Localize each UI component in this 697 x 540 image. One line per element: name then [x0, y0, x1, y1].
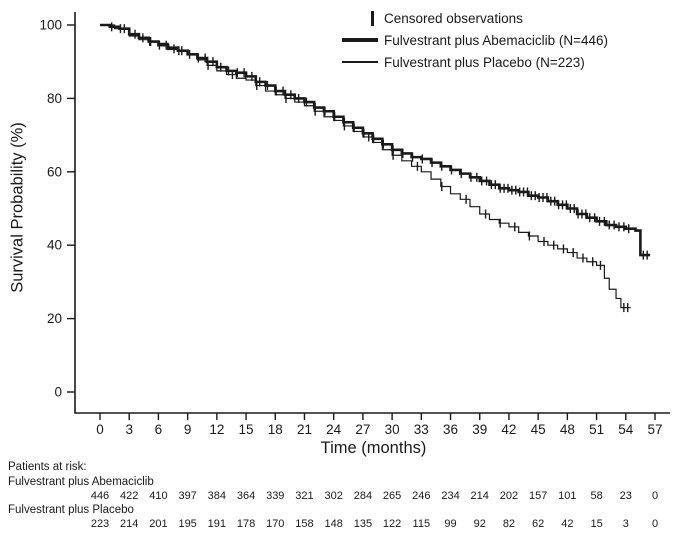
- y-axis-title: Survival Probability (%): [8, 122, 27, 293]
- legend-label-placebo: Fulvestrant plus Placebo (N=223): [384, 54, 585, 70]
- at-risk-count: 58: [590, 490, 603, 502]
- at-risk-count: 0: [651, 518, 659, 530]
- at-risk-count: 3: [622, 518, 629, 530]
- x-tick-label: 21: [297, 422, 312, 437]
- y-tick-label: 0: [54, 385, 62, 400]
- at-risk-count: 15: [590, 518, 603, 530]
- x-tick-label: 33: [414, 422, 429, 437]
- at-risk-count: 115: [412, 518, 431, 530]
- x-tick-label: 48: [560, 422, 575, 437]
- at-risk-count: 62: [532, 518, 545, 530]
- at-risk-count: 284: [353, 490, 373, 502]
- x-tick-label: 6: [155, 422, 163, 437]
- legend-swatch: [342, 10, 378, 26]
- at-risk-count: 135: [353, 518, 373, 530]
- at-risk-count: 446: [90, 490, 110, 502]
- at-risk-count: 302: [324, 490, 343, 502]
- thick-line-icon: [342, 38, 378, 42]
- at-risk-count: 23: [619, 490, 632, 502]
- at-risk-count: 122: [382, 518, 402, 530]
- at-risk-row-counts-placebo: 223 214 201 195 191 178 170 158 148 135 122 115 99 92…: [0, 518, 697, 531]
- x-tick-label: 57: [647, 422, 662, 437]
- x-tick-label: 27: [355, 422, 370, 437]
- x-axis-title: Time (months): [320, 439, 427, 457]
- x-tick-label: 30: [385, 422, 400, 437]
- x-tick-label: 39: [472, 422, 487, 437]
- x-tick-label: 12: [209, 422, 224, 437]
- at-risk-count: 195: [178, 518, 197, 530]
- x-tick-label: 36: [443, 422, 458, 437]
- at-risk-count: 158: [295, 518, 314, 530]
- at-risk-title: Patients at risk:: [8, 461, 87, 473]
- legend-item-placebo: Fulvestrant plus Placebo (N=223): [342, 51, 608, 73]
- at-risk-count: 201: [149, 518, 168, 530]
- at-risk-count: 223: [90, 518, 110, 530]
- at-risk-count: 99: [444, 518, 457, 530]
- at-risk-count: 214: [120, 518, 139, 530]
- x-tick-label: 45: [531, 422, 546, 437]
- axes: [74, 12, 670, 414]
- at-risk-row-label-placebo: Fulvestrant plus Placebo: [8, 504, 134, 516]
- at-risk-count: 246: [412, 490, 431, 502]
- at-risk-count: 157: [528, 490, 548, 502]
- at-risk-count: 321: [295, 490, 314, 502]
- legend-label-abemaciclib: Fulvestrant plus Abemaciclib (N=446): [384, 32, 608, 48]
- at-risk-row-label-abemaciclib: Fulvestrant plus Abemaciclib: [8, 476, 154, 488]
- y-tick-label: 100: [39, 18, 62, 33]
- y-tick-label: 40: [47, 238, 62, 253]
- at-risk-count: 101: [558, 490, 577, 502]
- at-risk-count: 384: [207, 490, 227, 502]
- x-tick-label: 0: [96, 422, 104, 437]
- y-tick-label: 20: [47, 311, 62, 326]
- x-tick-label: 54: [618, 422, 634, 437]
- at-risk-count: 148: [324, 518, 343, 530]
- x-tick-label: 42: [501, 422, 516, 437]
- y-tick-label: 60: [47, 164, 62, 179]
- legend-item-censored: Censored observations: [342, 7, 608, 29]
- x-tick-label: 51: [589, 422, 604, 437]
- x-tick-label: 18: [268, 422, 283, 437]
- legend-item-abemaciclib: Fulvestrant plus Abemaciclib (N=446): [342, 29, 608, 51]
- at-risk-count: 178: [236, 518, 256, 530]
- legend-label-censored: Censored observations: [384, 10, 523, 26]
- at-risk-count: 92: [473, 518, 486, 530]
- at-risk-count: 265: [382, 490, 402, 502]
- x-tick-label: 3: [125, 422, 133, 437]
- km-curve-1: [100, 24, 631, 309]
- censor-mark-icon: [371, 10, 374, 26]
- at-risk-count: 42: [561, 518, 574, 530]
- at-risk-count: 202: [499, 490, 519, 502]
- legend-swatch: [342, 32, 378, 48]
- at-risk-count: 82: [502, 518, 516, 530]
- at-risk-count: 397: [178, 490, 197, 502]
- at-risk-row-counts-abemaciclib: 446 422 410 397 384 364 339 321 302 284 265 246 234 2…: [0, 490, 697, 503]
- at-risk-count: 214: [470, 490, 489, 502]
- thin-line-icon: [342, 61, 378, 63]
- legend-swatch: [342, 54, 378, 70]
- at-risk-count: 364: [236, 490, 256, 502]
- at-risk-count: 339: [266, 490, 285, 502]
- at-risk-count: 422: [120, 490, 139, 502]
- legend: Censored observations Fulvestrant plus A…: [342, 7, 608, 73]
- at-risk-count: 410: [149, 490, 168, 502]
- at-risk-count: 234: [441, 490, 460, 502]
- at-risk-count: 191: [207, 518, 227, 530]
- x-tick-label: 9: [184, 422, 192, 437]
- x-tick-label: 24: [326, 422, 342, 437]
- at-risk-count: 0: [651, 490, 659, 502]
- y-tick-label: 80: [47, 91, 62, 106]
- x-tick-label: 15: [239, 422, 254, 437]
- at-risk-count: 170: [266, 518, 285, 530]
